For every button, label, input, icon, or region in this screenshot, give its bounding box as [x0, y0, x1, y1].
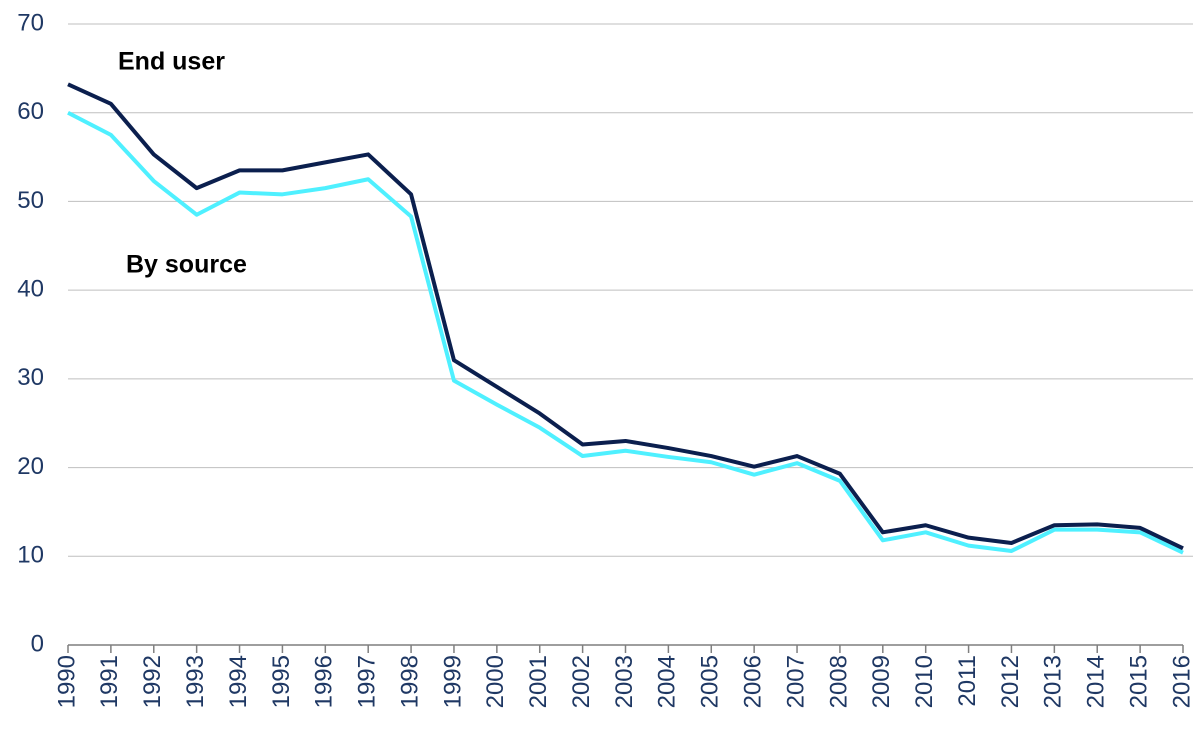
- x-tick-label: 1993: [182, 655, 209, 708]
- x-tick-label: 1994: [225, 655, 252, 708]
- series-label: End user: [118, 48, 225, 76]
- x-tick-label: 1992: [139, 655, 166, 708]
- y-tick-label: 0: [31, 630, 44, 657]
- series-line: [67, 110, 1184, 555]
- x-tick-label: 2016: [1168, 655, 1195, 708]
- x-tick-label: 2012: [997, 655, 1024, 708]
- x-tick-label: 1998: [396, 655, 423, 708]
- x-tick-label: 2010: [911, 655, 938, 708]
- x-tick-label: 1997: [354, 655, 381, 708]
- x-tick-label: 1990: [53, 655, 80, 708]
- y-tick-label: 20: [17, 453, 44, 480]
- plot: 0 10 20 30 40 50 60 70 1990 1991 1992 1993 1994 1995 1…: [17, 9, 1195, 708]
- x-tick-label: 2014: [1083, 655, 1110, 708]
- x-tick-label: 1996: [311, 655, 338, 708]
- y-tick-label: 10: [17, 542, 44, 569]
- y-tick-label: 30: [17, 364, 44, 391]
- y-tick-label: 40: [17, 275, 44, 302]
- x-tick-label: 2003: [611, 655, 638, 708]
- x-tick-label: 2002: [568, 655, 595, 708]
- y-tick-label: 50: [17, 187, 44, 214]
- x-tick-label: 1991: [96, 655, 123, 708]
- y-tick-label: 60: [17, 98, 44, 125]
- y-tick-label: 70: [17, 9, 44, 36]
- x-tick-label: 2013: [1040, 655, 1067, 708]
- x-tick-label: 1995: [268, 655, 295, 708]
- x-tick-label: 2001: [525, 655, 552, 708]
- x-tick-label: 2006: [739, 655, 766, 708]
- x-tick-label: 2008: [825, 655, 852, 708]
- x-tick-label: 2015: [1125, 655, 1152, 708]
- x-tick-label: 2005: [697, 655, 724, 708]
- x-tick-label: 2011: [954, 655, 981, 707]
- x-tick-label: 2009: [868, 655, 895, 708]
- series-label: By source: [126, 251, 247, 279]
- x-tick-label: 2007: [782, 655, 809, 708]
- x-tick-label: 1999: [439, 655, 466, 708]
- series-line: [67, 82, 1184, 551]
- x-tick-label: 2000: [482, 655, 509, 708]
- x-tick-label: 2004: [654, 655, 681, 708]
